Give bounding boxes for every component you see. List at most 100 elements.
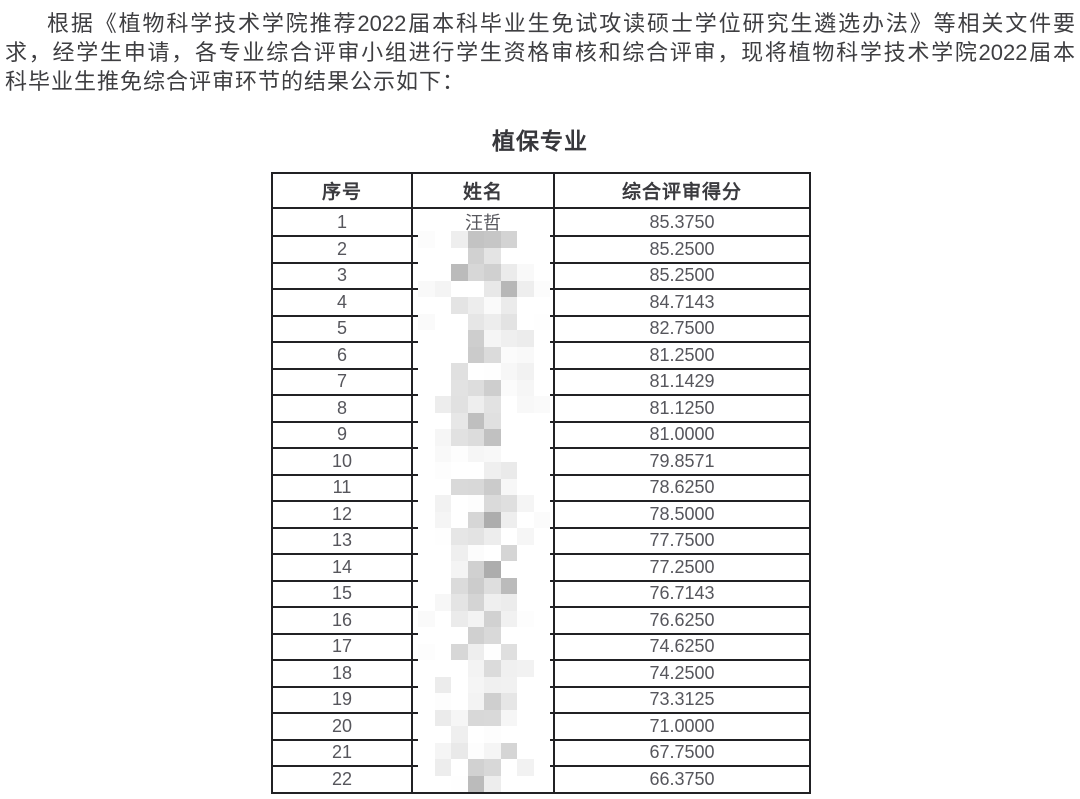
intro-line: 科毕业生推免综合评审环节的结果公示如下：: [5, 69, 466, 94]
cell-serial: 4: [271, 288, 413, 317]
table-row: 1 汪哲 85.3750: [271, 207, 811, 237]
cell-name: [411, 712, 555, 741]
table-row: 16 76.6250: [271, 606, 811, 635]
table-row: 12 78.5000: [271, 500, 811, 529]
cell-serial: 3: [271, 261, 413, 290]
cell-serial: 19: [271, 685, 413, 714]
scores-table: 序号 姓名 综合评审得分 1 汪哲 85.3750 2 85.2500 3 85.2500 4…: [271, 172, 811, 794]
cell-serial: 10: [271, 447, 413, 476]
table-row: 4 84.7143: [271, 288, 811, 317]
cell-serial: 21: [271, 738, 413, 767]
cell-name: [411, 685, 555, 714]
cell-serial: 7: [271, 367, 413, 396]
cell-name: [411, 765, 555, 794]
cell-name: [411, 314, 555, 343]
cell-serial: 14: [271, 553, 413, 582]
cell-serial: 2: [271, 235, 413, 264]
cell-serial: 22: [271, 765, 413, 794]
section-title: 植保专业: [492, 128, 588, 154]
cell-serial: 9: [271, 420, 413, 449]
cell-serial: 17: [271, 632, 413, 661]
cell-serial: 5: [271, 314, 413, 343]
cell-serial: 13: [271, 526, 413, 555]
cell-name: [411, 606, 555, 635]
cell-score: 76.6250: [553, 606, 811, 635]
cell-name: [411, 235, 555, 264]
cell-name: [411, 288, 555, 317]
cell-serial: 1: [271, 207, 413, 237]
header-cell-score: 综合评审得分: [553, 172, 811, 209]
table-row: 6 81.2500: [271, 341, 811, 370]
table-row: 7 81.1429: [271, 367, 811, 396]
cell-score: 81.1250: [553, 394, 811, 423]
table-row: 13 77.7500: [271, 526, 811, 555]
cell-name: [411, 420, 555, 449]
cell-score: 85.2500: [553, 235, 811, 264]
cell-name: [411, 367, 555, 396]
cell-name: [411, 500, 555, 529]
table-row: 14 77.2500: [271, 553, 811, 582]
cell-score: 78.5000: [553, 500, 811, 529]
table-body: 1 汪哲 85.3750 2 85.2500 3 85.2500 4 84.7143 5 82.75…: [271, 207, 811, 794]
table-row: 17 74.6250: [271, 632, 811, 661]
cell-score: 85.2500: [553, 261, 811, 290]
intro-line: 根据《植物科学技术学院推荐2022届本科毕业生免试攻读硕士学位研究生遴选办法》等…: [47, 11, 1075, 36]
table-row: 8 81.1250: [271, 394, 811, 423]
cell-name: [411, 394, 555, 423]
cell-name: [411, 261, 555, 290]
cell-serial: 8: [271, 394, 413, 423]
cell-name: [411, 579, 555, 608]
cell-serial: 18: [271, 659, 413, 688]
cell-serial: 12: [271, 500, 413, 529]
cell-score: 78.6250: [553, 473, 811, 502]
cell-score: 81.1429: [553, 367, 811, 396]
table-row: 5 82.7500: [271, 314, 811, 343]
scores-table-container: 序号 姓名 综合评审得分 1 汪哲 85.3750 2 85.2500 3 85.2500 4…: [271, 172, 811, 794]
cell-name: 汪哲: [411, 207, 555, 237]
table-row: 2 85.2500: [271, 235, 811, 264]
intro-line: 求，经学生申请，各专业综合评审小组进行学生资格审核和综合评审，现将植物科学技术学…: [5, 40, 1075, 65]
header-cell-serial: 序号: [271, 172, 413, 209]
cell-score: 79.8571: [553, 447, 811, 476]
cell-serial: 6: [271, 341, 413, 370]
cell-score: 76.7143: [553, 579, 811, 608]
header-cell-name: 姓名: [411, 172, 555, 209]
cell-serial: 16: [271, 606, 413, 635]
table-row: 20 71.0000: [271, 712, 811, 741]
cell-name: [411, 341, 555, 370]
intro-paragraph: 根据《植物科学技术学院推荐2022届本科毕业生免试攻读硕士学位研究生遴选办法》等…: [0, 0, 1080, 96]
table-row: 9 81.0000: [271, 420, 811, 449]
cell-name: [411, 553, 555, 582]
cell-score: 71.0000: [553, 712, 811, 741]
table-row: 19 73.3125: [271, 685, 811, 714]
table-row: 11 78.6250: [271, 473, 811, 502]
cell-score: 77.2500: [553, 553, 811, 582]
cell-score: 81.2500: [553, 341, 811, 370]
cell-score: 74.6250: [553, 632, 811, 661]
cell-score: 85.3750: [553, 207, 811, 237]
cell-score: 74.2500: [553, 659, 811, 688]
cell-name: [411, 738, 555, 767]
table-row: 22 66.3750: [271, 765, 811, 794]
table-row: 18 74.2500: [271, 659, 811, 688]
cell-name: [411, 632, 555, 661]
table-header-row: 序号 姓名 综合评审得分: [271, 172, 811, 209]
cell-name: [411, 447, 555, 476]
cell-name: [411, 473, 555, 502]
cell-score: 67.7500: [553, 738, 811, 767]
table-row: 15 76.7143: [271, 579, 811, 608]
cell-name: [411, 526, 555, 555]
cell-serial: 11: [271, 473, 413, 502]
cell-score: 73.3125: [553, 685, 811, 714]
cell-score: 82.7500: [553, 314, 811, 343]
cell-serial: 20: [271, 712, 413, 741]
cell-score: 81.0000: [553, 420, 811, 449]
cell-name: [411, 659, 555, 688]
table-row: 10 79.8571: [271, 447, 811, 476]
table-row: 3 85.2500: [271, 261, 811, 290]
cell-score: 66.3750: [553, 765, 811, 794]
table-row: 21 67.7500: [271, 738, 811, 767]
cell-serial: 15: [271, 579, 413, 608]
cell-score: 77.7500: [553, 526, 811, 555]
